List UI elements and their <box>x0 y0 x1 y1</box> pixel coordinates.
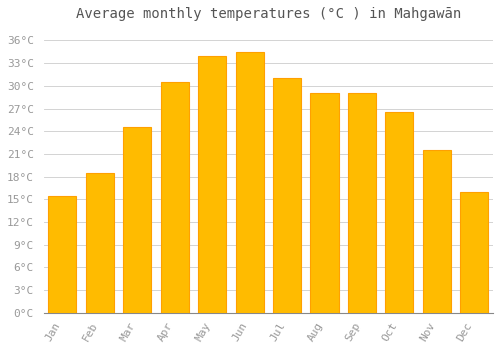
Bar <box>423 150 451 313</box>
Title: Average monthly temperatures (°C ) in Mahgawān: Average monthly temperatures (°C ) in Ma… <box>76 7 461 21</box>
Bar <box>198 56 226 313</box>
Bar <box>86 173 114 313</box>
Bar <box>160 82 189 313</box>
Bar <box>460 192 488 313</box>
Bar <box>348 93 376 313</box>
Bar <box>310 93 338 313</box>
Bar <box>123 127 152 313</box>
Bar <box>236 52 264 313</box>
Bar <box>273 78 301 313</box>
Bar <box>48 196 76 313</box>
Bar <box>386 112 413 313</box>
